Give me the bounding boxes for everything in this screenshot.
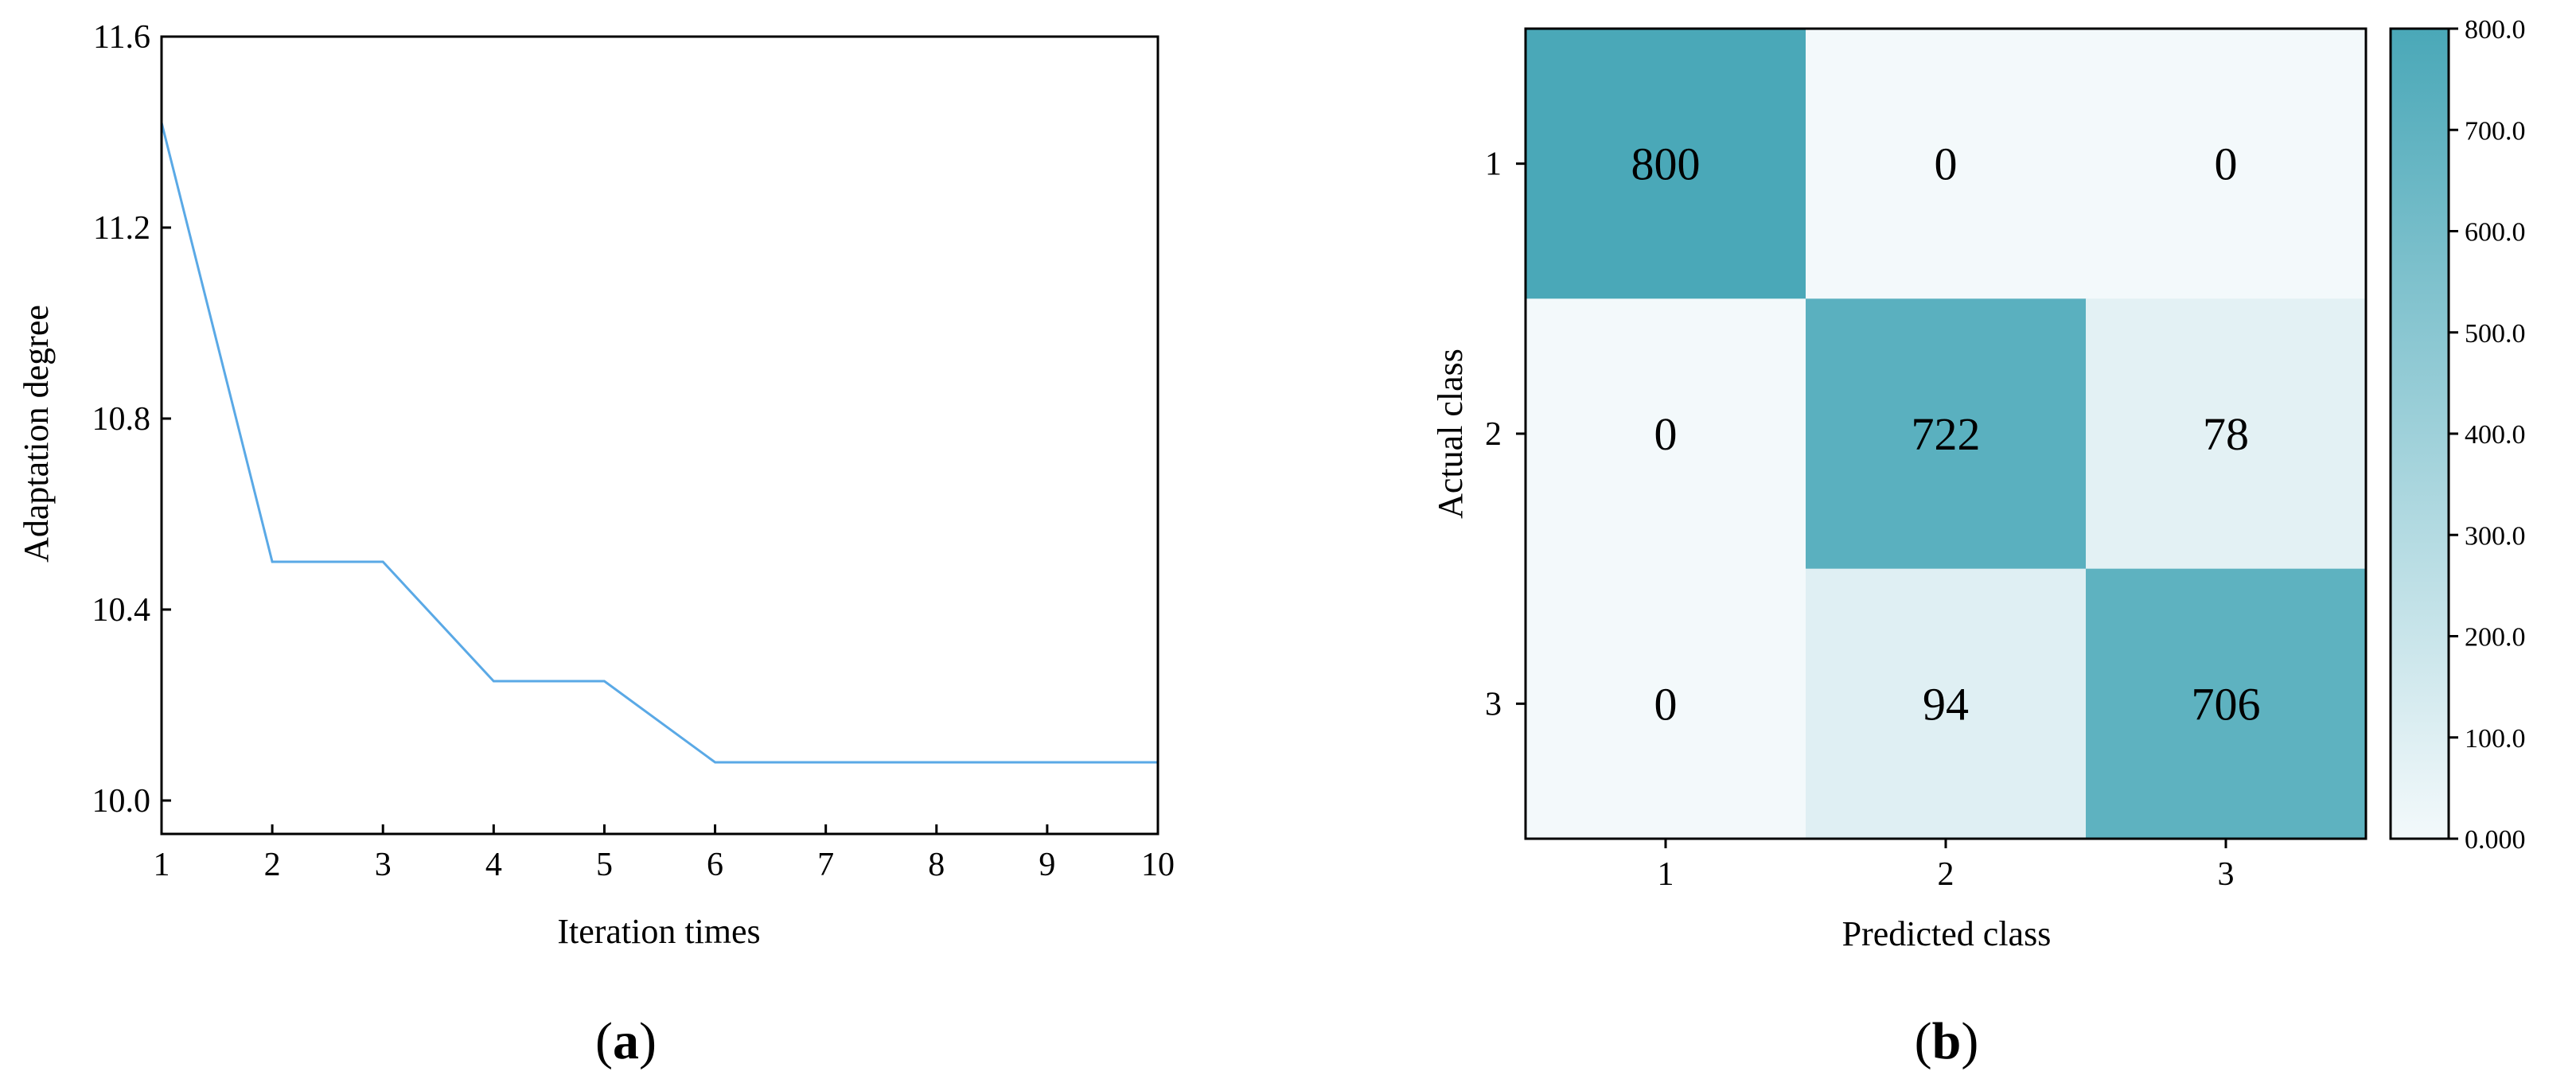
x-tick-label: 8 <box>928 847 945 883</box>
colorbar-tick-label: 400.0 <box>2465 420 2526 450</box>
confusion-cell-value: 0 <box>1654 408 1678 460</box>
confusion-cell <box>1526 568 1806 840</box>
colorbar <box>2389 27 2450 840</box>
confusion-cell-value: 0 <box>1654 678 1678 730</box>
x-tick-label: 1 <box>1658 856 1674 893</box>
y-tick-label: 11.6 <box>93 19 150 56</box>
confusion-cell <box>1806 568 2087 840</box>
confusion-cell <box>1526 29 1806 299</box>
line-chart-y-tick-labels: 10.0 10.4 10.8 11.2 11.6 <box>92 19 151 820</box>
confusion-cell <box>2086 568 2367 840</box>
y-tick-label: 2 <box>1485 416 1502 453</box>
line-chart-plot-frame <box>160 35 1159 836</box>
x-tick-label: 3 <box>375 847 392 883</box>
line-chart-x-axis-title: Iteration times <box>557 912 760 951</box>
line-chart-x-tick-labels: 1 2 3 4 5 6 7 8 9 10 <box>154 847 1175 883</box>
confusion-cell <box>1806 29 2087 299</box>
colorbar-tick-label: 800.0 <box>2465 15 2526 45</box>
confusion-matrix-panel: 800 0 0 0 722 78 0 94 706 1 2 3 1 2 3 Predicted clas… <box>1431 15 2526 1070</box>
colorbar-ticks <box>2449 27 2458 840</box>
colorbar-tick-label: 200.0 <box>2465 623 2526 653</box>
confusion-cell-value: 94 <box>1923 678 1969 730</box>
panel-label-b: (b) <box>1915 1012 1979 1070</box>
colorbar-tick-label: 500.0 <box>2465 319 2526 349</box>
confusion-matrix-ticks <box>1516 162 2227 848</box>
colorbar-tick-label: 300.0 <box>2465 521 2526 551</box>
x-tick-label: 4 <box>485 847 502 883</box>
y-tick-label: 10.4 <box>92 592 151 629</box>
y-tick-label: 1 <box>1485 146 1502 183</box>
y-tick-label: 10.8 <box>92 401 151 438</box>
line-chart-ticks <box>160 35 1159 834</box>
y-tick-label: 3 <box>1485 686 1502 723</box>
x-tick-label: 2 <box>1938 856 1954 893</box>
confusion-cell-value: 0 <box>2215 138 2238 190</box>
panel-label-a: (a) <box>595 1012 657 1070</box>
colorbar-tick-labels: 0.000 100.0 200.0 300.0 400.0 500.0 600.0 700.0… <box>2465 15 2526 855</box>
confusion-cell-value: 0 <box>1935 138 1958 190</box>
x-tick-label: 5 <box>596 847 613 883</box>
confusion-cell-value: 722 <box>1912 408 1981 460</box>
line-chart-panel: 1 2 3 4 5 6 7 8 9 10 10.0 10.4 10.8 11.2 11.6 Iterati… <box>17 19 1175 1070</box>
y-tick-label: 11.2 <box>93 210 150 247</box>
x-tick-label: 6 <box>707 847 723 883</box>
colorbar-tick-label: 600.0 <box>2465 218 2526 247</box>
y-tick-label: 10.0 <box>92 783 151 820</box>
colorbar-tick-label: 100.0 <box>2465 724 2526 754</box>
confusion-matrix-cells <box>1526 29 2367 840</box>
x-tick-label: 2 <box>264 847 281 883</box>
x-tick-label: 7 <box>817 847 834 883</box>
confusion-cell-value: 78 <box>2203 408 2249 460</box>
confusion-matrix-y-tick-labels: 1 2 3 <box>1485 146 1502 723</box>
x-tick-label: 3 <box>2218 856 2235 893</box>
adaptation-degree-line <box>160 122 1158 764</box>
confusion-cell <box>2086 298 2367 570</box>
confusion-cell <box>1806 298 2087 570</box>
confusion-cell-value: 800 <box>1631 138 1701 190</box>
x-tick-label: 10 <box>1141 847 1175 883</box>
confusion-matrix-x-axis-title: Predicted class <box>1842 914 2052 953</box>
colorbar-tick-label: 700.0 <box>2465 116 2526 146</box>
line-chart-y-axis-title: Adaptation degree <box>17 305 56 563</box>
colorbar-tick-label: 0.000 <box>2465 825 2526 855</box>
confusion-cell <box>1526 298 1806 570</box>
confusion-cell <box>2086 29 2367 299</box>
x-tick-label: 9 <box>1039 847 1055 883</box>
x-tick-label: 1 <box>154 847 170 883</box>
confusion-cell-value: 706 <box>2192 678 2261 730</box>
confusion-matrix-cell-labels: 800 0 0 0 722 78 0 94 706 <box>1631 138 2261 730</box>
confusion-matrix-y-axis-title: Actual class <box>1431 349 1470 519</box>
confusion-matrix-x-tick-labels: 1 2 3 <box>1658 856 2235 893</box>
